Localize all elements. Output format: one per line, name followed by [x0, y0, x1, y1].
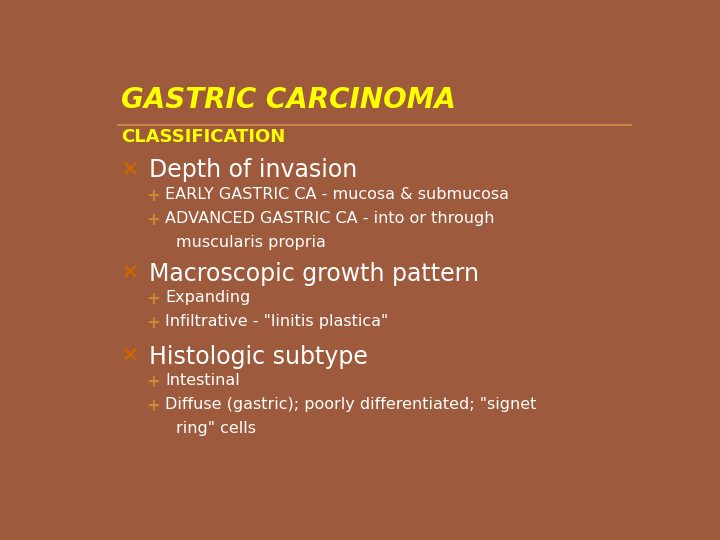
- Text: ×: ×: [121, 158, 139, 178]
- Text: muscularis propria: muscularis propria: [176, 235, 326, 250]
- Text: Depth of invasion: Depth of invasion: [148, 158, 357, 183]
- Text: Histologic subtype: Histologic subtype: [148, 345, 367, 369]
- Text: +: +: [145, 373, 160, 391]
- Text: ring" cells: ring" cells: [176, 421, 256, 436]
- Text: CLASSIFICATION: CLASSIFICATION: [121, 129, 285, 146]
- Text: ADVANCED GASTRIC CA - into or through: ADVANCED GASTRIC CA - into or through: [166, 211, 495, 226]
- Text: +: +: [145, 290, 160, 308]
- Text: EARLY GASTRIC CA - mucosa & submucosa: EARLY GASTRIC CA - mucosa & submucosa: [166, 187, 509, 201]
- Text: Expanding: Expanding: [166, 290, 251, 305]
- Text: Infiltrative - "linitis plastica": Infiltrative - "linitis plastica": [166, 314, 389, 329]
- Text: +: +: [145, 211, 160, 229]
- Text: Macroscopic growth pattern: Macroscopic growth pattern: [148, 262, 479, 286]
- Text: Diffuse (gastric); poorly differentiated; "signet: Diffuse (gastric); poorly differentiated…: [166, 397, 536, 412]
- Text: +: +: [145, 314, 160, 332]
- Text: Intestinal: Intestinal: [166, 373, 240, 388]
- Text: ×: ×: [121, 345, 139, 364]
- Text: ×: ×: [121, 262, 139, 282]
- Text: GASTRIC CARCINOMA: GASTRIC CARCINOMA: [121, 85, 456, 113]
- Text: +: +: [145, 187, 160, 205]
- Text: +: +: [145, 397, 160, 415]
